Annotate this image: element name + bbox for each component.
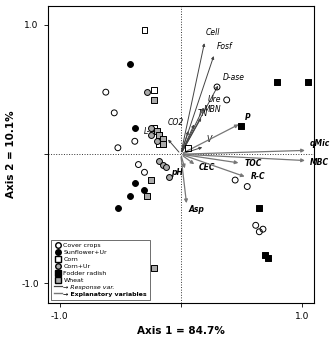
Text: Cell: Cell	[206, 28, 220, 37]
Point	[103, 89, 109, 95]
Point	[136, 162, 141, 167]
Point	[239, 123, 244, 129]
Point	[154, 139, 159, 144]
Point	[148, 132, 153, 137]
Text: pH: pH	[171, 169, 183, 177]
Point	[127, 193, 133, 198]
Point	[156, 132, 162, 137]
Point	[152, 126, 157, 131]
Text: Ure: Ure	[207, 95, 221, 104]
Point	[214, 84, 220, 90]
Text: CEC: CEC	[199, 163, 215, 172]
Text: V: V	[206, 135, 211, 144]
Point	[275, 79, 280, 84]
Point	[156, 158, 162, 163]
Point	[224, 97, 229, 103]
Point	[142, 188, 147, 193]
Y-axis label: Axis 2 = 10.1%: Axis 2 = 10.1%	[6, 110, 15, 198]
Point	[253, 223, 258, 228]
Point	[127, 61, 133, 66]
Text: qMic: qMic	[310, 139, 330, 148]
Point	[144, 193, 150, 198]
Point	[148, 126, 153, 131]
Point	[160, 162, 165, 167]
Text: MBN: MBN	[204, 105, 221, 114]
Point	[257, 206, 262, 211]
Point	[144, 89, 150, 95]
Text: Fosf: Fosf	[217, 42, 233, 51]
Point	[164, 165, 169, 170]
Point	[152, 87, 157, 92]
Point	[132, 180, 137, 185]
Point	[152, 97, 157, 103]
Text: P: P	[245, 113, 250, 122]
Legend: Cover crops, Sunflower+Ur, Corn, Corn+Ur, Fodder radish, Wheat, → Response var.,: Cover crops, Sunflower+Ur, Corn, Corn+Ur…	[51, 239, 150, 300]
Point	[154, 128, 159, 134]
Point	[265, 255, 270, 260]
Text: MBC: MBC	[310, 158, 329, 167]
Text: D-ase: D-ase	[223, 73, 245, 82]
Point	[142, 27, 147, 33]
Point	[160, 136, 165, 142]
Point	[132, 139, 137, 144]
Text: CO2: CO2	[168, 118, 184, 127]
Point	[142, 170, 147, 175]
Point	[132, 126, 137, 131]
Point	[112, 110, 117, 116]
Text: L-C: L-C	[143, 127, 155, 136]
Point	[156, 141, 162, 147]
Point	[152, 265, 157, 271]
Text: TOC: TOC	[245, 159, 262, 168]
X-axis label: Axis 1 = 84.7%: Axis 1 = 84.7%	[137, 327, 225, 337]
Point	[260, 226, 266, 232]
Text: R-C: R-C	[251, 172, 265, 181]
Point	[245, 184, 250, 189]
Point	[160, 141, 165, 147]
Text: TN: TN	[198, 109, 208, 118]
Point	[115, 145, 121, 150]
Point	[166, 175, 171, 180]
Point	[156, 132, 162, 137]
Point	[263, 252, 268, 258]
Text: Asp: Asp	[188, 205, 204, 214]
Point	[115, 206, 121, 211]
Point	[305, 79, 310, 84]
Point	[233, 177, 238, 183]
Point	[185, 145, 191, 150]
Point	[148, 177, 153, 183]
Point	[257, 229, 262, 235]
